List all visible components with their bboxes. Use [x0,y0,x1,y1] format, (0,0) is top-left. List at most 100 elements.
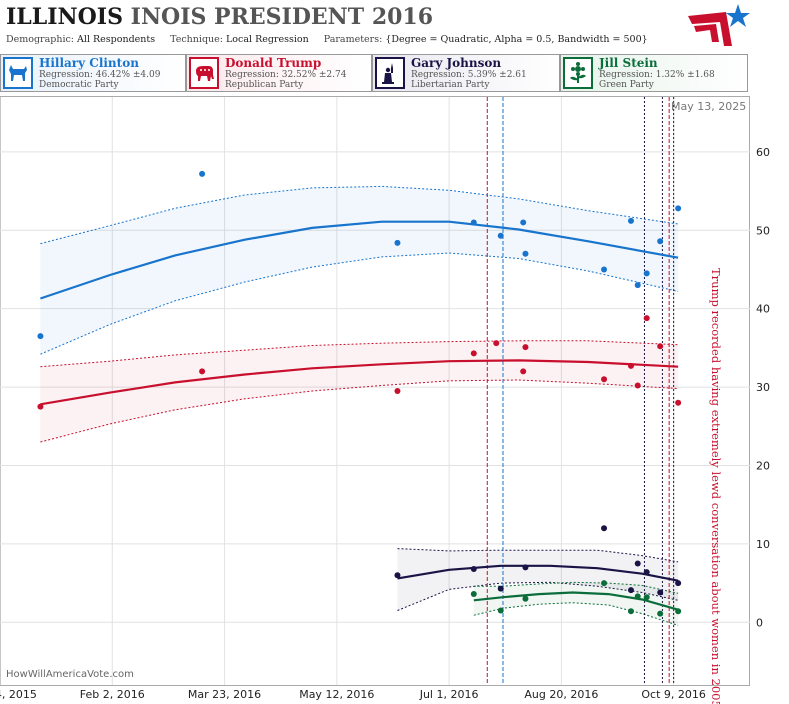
poll-point [601,580,608,587]
parameters-label: Parameters: [323,34,383,45]
poll-point [497,607,504,614]
y-tick-label: 30 [756,381,770,394]
y-tick-label: 0 [756,616,763,629]
poll-point [394,388,401,394]
candidate-party: Republican Party [225,80,304,90]
datestamp: May 13, 2025 [671,100,747,113]
poll-point [627,217,634,224]
candidate-party: Green Party [599,80,654,90]
candidate-card-trump: Donald Trump Regression: 32.52% ±2.74 Re… [186,54,372,92]
poll-point [675,580,682,587]
poll-point [37,403,44,410]
regression-line [40,359,679,406]
poll-point [634,382,641,389]
poll-point [627,608,634,615]
confidence-bands [40,185,679,626]
y-axis: 0 10 20 30 40 50 60 [756,146,770,629]
y-tick-label: 10 [756,538,770,551]
regression-lines [40,220,679,611]
band-upper-line [40,185,679,245]
candidate-party: Libertarian Party [411,80,490,90]
band-lower-line [397,581,679,611]
x-tick-label: Oct 9, 2016 [641,688,706,701]
poll-point [634,282,641,289]
regression-line [473,591,679,611]
y-tick-label: 40 [756,303,770,316]
site-logo-icon [688,4,750,46]
poll-point [601,525,608,532]
event-lines [486,97,675,685]
poll-point [657,610,664,617]
poll-point [643,270,650,277]
poll-point [522,595,529,602]
poll-point [522,250,529,257]
demographic-value: All Respondents [77,34,156,45]
poll-point [199,170,206,177]
regression-line [40,220,679,300]
poll-point [634,593,641,600]
x-tick-label: May 12, 2016 [299,688,374,701]
page-title: ILLINOIS INOIS PRESIDENT 2016 [6,4,433,30]
poll-point [470,219,477,226]
poll-point [643,315,650,322]
poll-point [601,266,608,273]
donkey-icon [3,57,33,89]
poll-point [643,569,650,576]
candidate-regression: Regression: 1.32% ±1.68 [599,70,715,80]
poll-point [657,589,664,596]
event-annotation: Trump recorded having extremely lewd con… [709,268,723,704]
poll-point [522,344,529,351]
parameters-value: {Degree = Quadratic, Alpha = 0.5, Bandwi… [385,34,648,45]
poll-point [493,340,500,347]
candidate-regression: Regression: 46.42% ±4.09 [39,70,161,80]
poll-points [37,170,682,617]
poll-point [37,333,44,340]
poll-point [675,608,682,615]
x-tick-label: Aug 20, 2016 [524,688,598,701]
poll-point [675,205,682,212]
poll-point [199,368,206,375]
poll-point [394,572,401,579]
title-state: ILLINOIS [6,4,123,30]
x-tick-label: Feb 2, 2016 [80,688,145,701]
poll-point [520,368,527,375]
candidate-name: Donald Trump [225,56,322,70]
y-tick-label: 50 [756,224,770,237]
poll-point [497,232,504,239]
liberty-statue-icon [375,57,405,89]
poll-point [601,376,608,383]
poll-point [522,564,529,571]
x-axis: Dec 14, 2015 Feb 2, 2016 Mar 23, 2016 May 1… [0,688,706,701]
band-fill [40,340,679,442]
poll-point [470,591,477,598]
candidate-name: Gary Johnson [411,56,502,70]
poll-point [675,399,682,406]
candidate-regression: Regression: 5.39% ±2.61 [411,70,527,80]
poll-point [627,362,634,369]
poll-point [470,350,477,357]
x-tick-label: Jul 1, 2016 [419,688,479,701]
regression-line [397,564,679,582]
band-lower-line [40,252,679,355]
band-fill [473,582,679,626]
poll-point [634,560,641,567]
parameters-line: Demographic: All Respondents Technique: … [6,34,648,45]
demographic-label: Demographic: [6,34,75,45]
poll-point [643,594,650,601]
poll-point [394,239,401,246]
y-tick-label: 60 [756,146,770,159]
poll-point [657,343,664,350]
technique-value: Local Regression [226,34,309,45]
candidate-card-clinton: Hillary Clinton Regression: 46.42% ±4.09… [0,54,186,92]
technique-label: Technique: [170,34,223,45]
band-fill [40,186,679,355]
x-tick-label: Mar 23, 2016 [188,688,261,701]
site-footer: HowWillAmericaVote.com [6,669,134,680]
sunflower-icon [563,57,593,89]
band-fill [397,548,679,611]
band-upper-line [397,548,679,563]
candidate-card-johnson: Gary Johnson Regression: 5.39% ±2.61 Lib… [372,54,560,92]
poll-point [520,219,527,226]
elephant-icon [189,57,219,89]
